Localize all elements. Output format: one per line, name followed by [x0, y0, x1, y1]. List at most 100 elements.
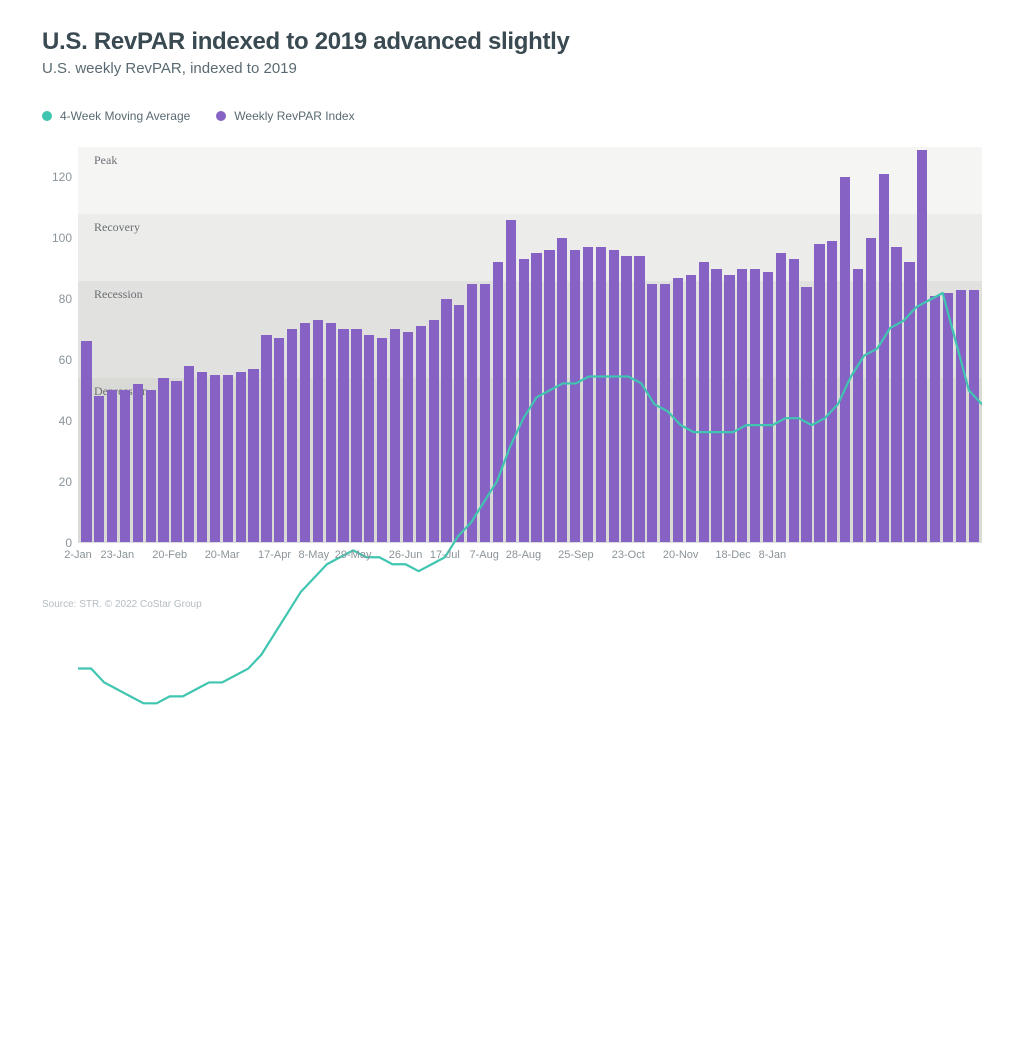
bar: [853, 269, 863, 542]
bar: [223, 375, 233, 542]
bar: [274, 338, 284, 542]
bar: [184, 366, 194, 542]
x-tick-label: 20-Feb: [152, 549, 187, 561]
bar: [133, 384, 143, 542]
bar: [814, 244, 824, 542]
bar: [789, 259, 799, 542]
y-tick-label: 20: [59, 475, 72, 489]
bar: [917, 150, 927, 542]
bar: [120, 390, 130, 542]
bar: [647, 284, 657, 542]
bar: [699, 262, 709, 542]
legend-marker-bar-icon: [216, 111, 226, 121]
bar: [261, 335, 271, 542]
bar: [943, 293, 953, 542]
x-tick-label: 17-Apr: [258, 549, 291, 561]
x-tick-label: 8-May: [299, 549, 330, 561]
bar: [107, 390, 117, 542]
bar: [660, 284, 670, 542]
x-tick-label: 23-Jan: [100, 549, 134, 561]
bar: [338, 329, 348, 542]
bar: [81, 341, 91, 542]
x-tick-label: 8-Jan: [759, 549, 787, 561]
bar: [827, 241, 837, 542]
bar: [956, 290, 966, 542]
bar: [673, 278, 683, 542]
bar: [454, 305, 464, 542]
legend: 4-Week Moving Average Weekly RevPAR Inde…: [42, 109, 988, 123]
bar: [197, 372, 207, 542]
y-tick-label: 100: [52, 231, 72, 245]
bar: [776, 253, 786, 542]
y-axis: 020406080100120: [42, 147, 78, 543]
bar: [171, 381, 181, 542]
bar: [146, 390, 156, 542]
bar: [904, 262, 914, 542]
bar: [158, 378, 168, 542]
bar: [519, 259, 529, 542]
bar: [737, 269, 747, 542]
x-tick-label: 20-Mar: [205, 549, 240, 561]
bar: [416, 326, 426, 542]
x-tick-label: 28-Aug: [506, 549, 541, 561]
bar: [621, 256, 631, 542]
chart-area: 020406080100120 PeakRecoveryRecessionDep…: [42, 147, 988, 577]
source-footer: Source: STR. © 2022 CoStar Group: [42, 599, 988, 610]
x-axis: 2-Jan23-Jan20-Feb20-Mar17-Apr8-May29-May…: [78, 543, 982, 577]
legend-label-line: 4-Week Moving Average: [60, 109, 190, 123]
bar: [248, 369, 258, 542]
legend-item-line: 4-Week Moving Average: [42, 109, 190, 123]
y-tick-label: 80: [59, 292, 72, 306]
y-tick-label: 60: [59, 353, 72, 367]
bar: [609, 250, 619, 542]
x-tick-label: 25-Sep: [558, 549, 593, 561]
bar: [879, 174, 889, 542]
bar: [467, 284, 477, 542]
bar: [711, 269, 721, 542]
bar: [596, 247, 606, 542]
bar: [570, 250, 580, 542]
bar: [866, 238, 876, 542]
plot-area: PeakRecoveryRecessionDepression: [78, 147, 982, 543]
x-tick-label: 20-Nov: [663, 549, 698, 561]
bar: [210, 375, 220, 542]
bar: [891, 247, 901, 542]
bar: [531, 253, 541, 542]
legend-marker-line-icon: [42, 111, 52, 121]
bar: [493, 262, 503, 542]
bar: [390, 329, 400, 542]
bar: [750, 269, 760, 542]
x-tick-label: 17-Jul: [430, 549, 460, 561]
y-tick-label: 120: [52, 170, 72, 184]
bar: [364, 335, 374, 542]
bar: [969, 290, 979, 542]
bar: [441, 299, 451, 542]
x-tick-label: 7-Aug: [469, 549, 498, 561]
bars-layer: [78, 147, 982, 542]
x-tick-label: 18-Dec: [715, 549, 750, 561]
bar: [480, 284, 490, 542]
bar: [930, 296, 940, 542]
y-tick-label: 0: [65, 536, 72, 550]
bar: [544, 250, 554, 542]
bar: [351, 329, 361, 542]
bar: [236, 372, 246, 542]
legend-item-bar: Weekly RevPAR Index: [216, 109, 354, 123]
bar: [287, 329, 297, 542]
chart-title: U.S. RevPAR indexed to 2019 advanced sli…: [42, 28, 988, 56]
bar: [300, 323, 310, 542]
bar: [634, 256, 644, 542]
bar: [840, 177, 850, 542]
bar: [506, 220, 516, 542]
bar: [583, 247, 593, 542]
bar: [557, 238, 567, 542]
x-tick-label: 23-Oct: [612, 549, 645, 561]
bar: [326, 323, 336, 542]
bar: [686, 275, 696, 542]
bar: [313, 320, 323, 542]
bar: [724, 275, 734, 542]
bar: [94, 396, 104, 542]
bar: [403, 332, 413, 542]
bar: [377, 338, 387, 542]
x-tick-label: 29-May: [335, 549, 372, 561]
